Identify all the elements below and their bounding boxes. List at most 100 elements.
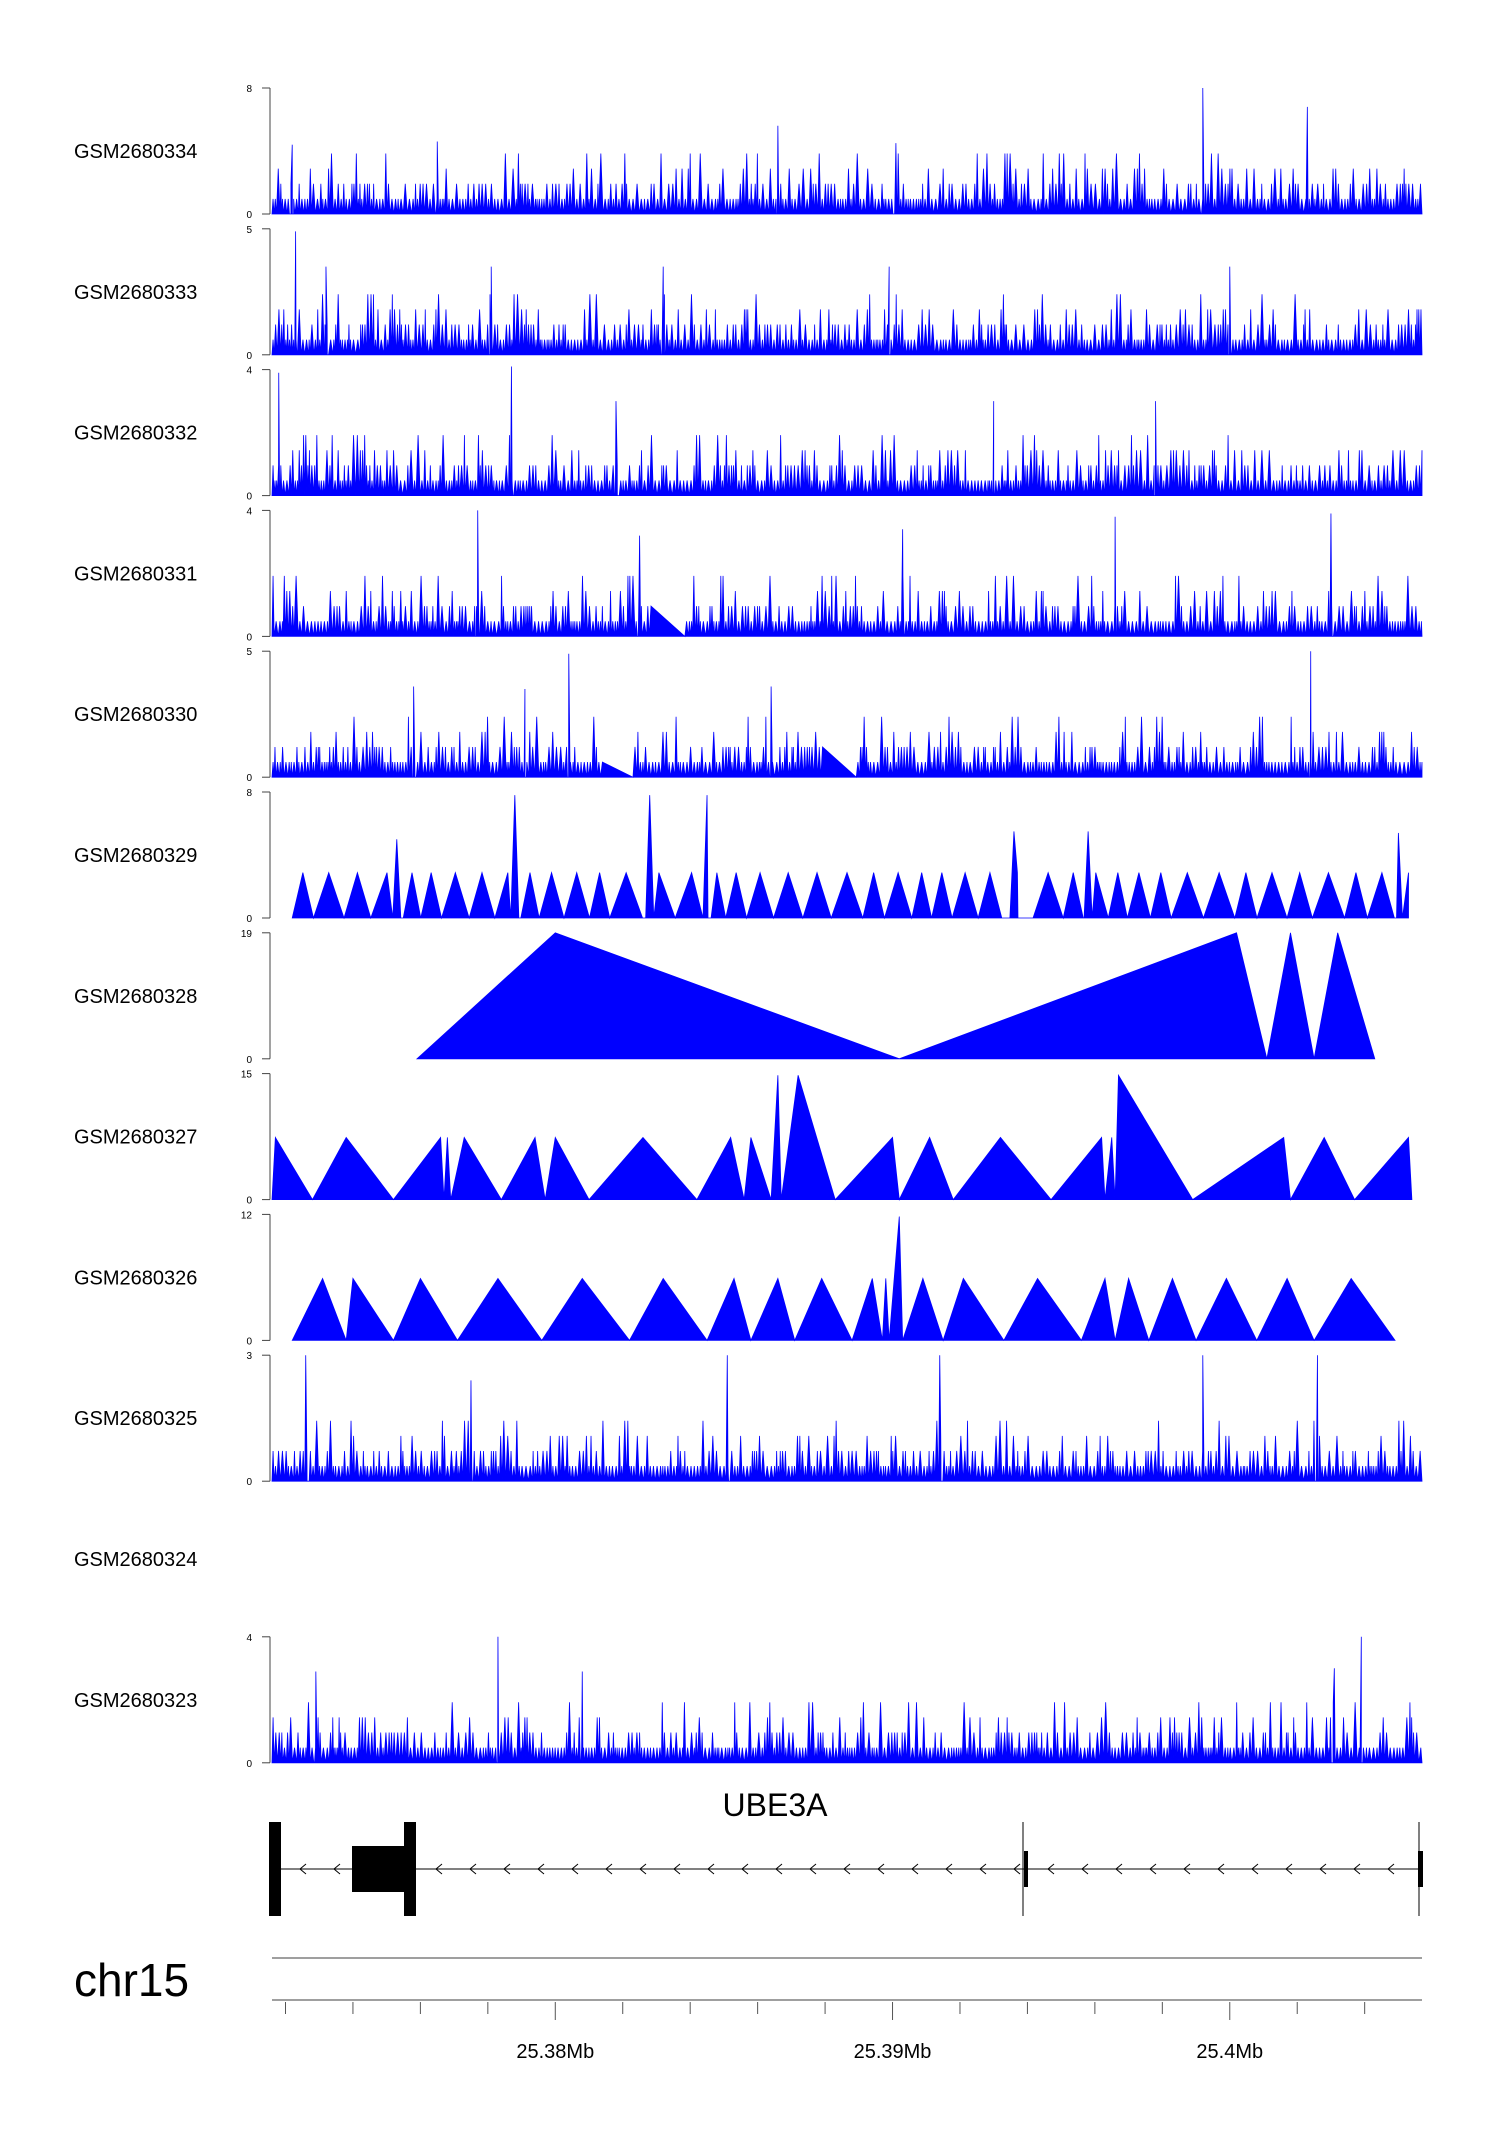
track-label: GSM2680331: [74, 563, 197, 585]
track-label: GSM2680325: [74, 1408, 197, 1430]
strand-arrow-icon: [333, 1863, 341, 1875]
strand-arrow-icon: [911, 1863, 919, 1875]
strand-arrow-icon: [1081, 1863, 1089, 1875]
exon: [1024, 1851, 1028, 1887]
strand-arrow-icon: [707, 1863, 715, 1875]
track-gsm2680327: GSM2680327 15 0: [74, 1070, 1413, 1207]
strand-arrow-icon: [1387, 1863, 1395, 1875]
track-label: GSM2680333: [74, 282, 197, 304]
y-max-label: 4: [246, 366, 252, 377]
strand-arrow-icon: [1013, 1863, 1021, 1875]
coverage-tracks: GSM268033480GSM268033350GSM268033240GSM2…: [74, 84, 1423, 1770]
y-min-label: 0: [246, 1477, 252, 1488]
coverage-area: [271, 366, 1423, 496]
y-min-label: 0: [246, 773, 252, 784]
coverage-area: [291, 1216, 1396, 1342]
track-gsm2680331: GSM2680331 4 0: [74, 506, 1423, 643]
y-min-label: 0: [246, 492, 252, 503]
y-max-label: 8: [246, 84, 252, 95]
chromosome-axis: chr15 25.38Mb 25.39Mb 25.4Mb: [74, 1954, 1422, 2063]
x-axis-tick-label: 25.4Mb: [1196, 2041, 1263, 2063]
strand-arrow-icon: [1353, 1863, 1361, 1875]
coverage-area: [271, 231, 1423, 356]
y-max-label: 15: [241, 1070, 253, 1081]
y-max-label: 5: [246, 647, 252, 658]
coverage-area: [271, 1355, 1423, 1482]
y-max-label: 12: [241, 1210, 253, 1221]
coverage-area: [291, 795, 1409, 920]
strand-arrow-icon: [775, 1863, 783, 1875]
track-gsm2680328: GSM2680328 19 0: [74, 929, 1376, 1066]
y-max-label: 19: [241, 929, 253, 940]
track-gsm2680330: GSM2680330 5 0: [74, 647, 1423, 784]
track-label: GSM2680327: [74, 1127, 197, 1149]
track-label: GSM2680330: [74, 704, 197, 726]
strand-arrow-icon: [673, 1863, 681, 1875]
strand-arrow-icon: [809, 1863, 817, 1875]
exon: [1418, 1851, 1423, 1887]
strand-arrow-icon: [1285, 1863, 1293, 1875]
strand-arrow-icon: [1319, 1863, 1327, 1875]
strand-arrow-icon: [503, 1863, 511, 1875]
strand-arrow-icon: [435, 1863, 443, 1875]
coverage-area: [271, 651, 1423, 779]
track-gsm2680332: GSM2680332 4 0: [74, 366, 1423, 503]
track-gsm2680325: GSM2680325 3 0: [74, 1351, 1423, 1488]
strand-arrow-icon: [979, 1863, 987, 1875]
track-label: GSM2680328: [74, 986, 197, 1008]
track-label: GSM2680329: [74, 845, 197, 867]
gene-track: UBE3A: [269, 1787, 1423, 1916]
chromosome-label: chr15: [74, 1954, 189, 2006]
strand-arrow-icon: [469, 1863, 477, 1875]
coverage-area: [271, 1073, 1413, 1202]
y-max-label: 5: [246, 225, 252, 236]
strand-arrow-icon: [741, 1863, 749, 1875]
y-min-label: 0: [246, 351, 252, 362]
track-label: GSM2680332: [74, 423, 197, 445]
track-label: GSM2680334: [74, 141, 197, 163]
y-min-label: 0: [246, 632, 252, 643]
track-gsm2680324: GSM2680324: [74, 1549, 197, 1571]
strand-arrow-icon: [945, 1863, 953, 1875]
strand-arrow-icon: [639, 1863, 647, 1875]
strand-arrow-icon: [1251, 1863, 1259, 1875]
track-gsm2680323: GSM2680323 4 0: [74, 1633, 1423, 1770]
strand-arrow-icon: [605, 1863, 613, 1875]
y-max-label: 4: [246, 1633, 252, 1644]
strand-arrow-icon: [571, 1863, 579, 1875]
gene-name: UBE3A: [723, 1787, 829, 1823]
y-max-label: 4: [246, 506, 252, 517]
strand-arrow-icon: [1217, 1863, 1225, 1875]
y-min-label: 0: [246, 1336, 252, 1347]
y-min-label: 0: [246, 1759, 252, 1770]
track-gsm2680333: GSM2680333 5 0: [74, 225, 1423, 362]
x-axis-tick-label: 25.38Mb: [516, 2041, 594, 2063]
strand-arrow-icon: [299, 1863, 307, 1875]
y-max-label: 3: [246, 1351, 252, 1362]
strand-arrow-icon: [1183, 1863, 1191, 1875]
coverage-area: [271, 1636, 1423, 1764]
coverage-area: [271, 87, 1423, 215]
track-gsm2680334: GSM2680334 8 0: [74, 84, 1423, 221]
coverage-area: [415, 932, 1376, 1060]
track-label: GSM2680323: [74, 1690, 197, 1712]
strand-arrow-icon: [537, 1863, 545, 1875]
y-min-label: 0: [246, 914, 252, 925]
strand-arrow-icon: [1149, 1863, 1157, 1875]
y-min-label: 0: [246, 1055, 252, 1066]
strand-arrow-icon: [843, 1863, 851, 1875]
track-label: GSM2680324: [74, 1549, 197, 1571]
coverage-area: [271, 510, 1423, 638]
track-label: GSM2680326: [74, 1267, 197, 1289]
exon: [404, 1822, 416, 1916]
exon: [269, 1822, 281, 1916]
strand-arrow-icon: [877, 1863, 885, 1875]
y-max-label: 8: [246, 788, 252, 799]
exon: [352, 1846, 412, 1892]
track-gsm2680329: GSM2680329 8 0: [74, 788, 1409, 925]
strand-arrow-icon: [1047, 1863, 1055, 1875]
x-axis-tick-label: 25.39Mb: [854, 2041, 932, 2063]
y-min-label: 0: [246, 210, 252, 221]
track-gsm2680326: GSM2680326 12 0: [74, 1210, 1396, 1347]
